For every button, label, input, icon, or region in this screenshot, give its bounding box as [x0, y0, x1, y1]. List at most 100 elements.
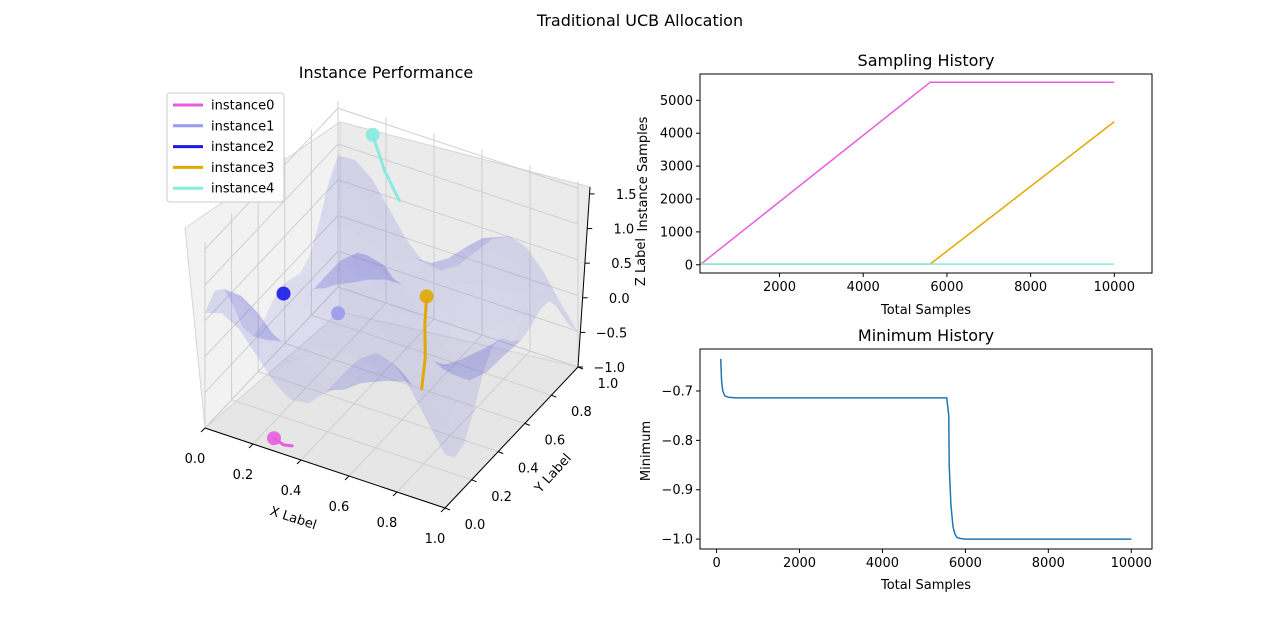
surface-patch [336, 353, 363, 383]
minimum-ylabel: Minimum [639, 421, 654, 481]
surface-patch [328, 155, 356, 185]
surface-patch [279, 297, 306, 328]
y-tick-label-2-0: −0.7 [661, 384, 693, 399]
surface-patch [458, 348, 485, 361]
surface-patch [401, 289, 428, 324]
surface-patch [427, 308, 455, 348]
surface-patch [334, 375, 362, 390]
surface-patch [302, 346, 329, 373]
x-tick-label-2-4: 8000 [1032, 556, 1065, 571]
surface-patch [370, 219, 398, 256]
surface-patch [441, 360, 468, 367]
surface-patch [330, 252, 358, 283]
surface-patch [486, 341, 514, 373]
surface-patch [241, 295, 268, 329]
surface-patch [284, 344, 312, 361]
surface-patch [385, 361, 413, 386]
surface-patch [382, 283, 409, 319]
surface-patch [534, 270, 561, 304]
z-axis-line [577, 186, 591, 368]
y3d-tick-label-4: 0.8 [571, 405, 592, 420]
marker-instance0 [267, 431, 281, 446]
surface-patch [416, 343, 443, 369]
x3d-tick-label-3: 0.6 [329, 500, 350, 515]
surface-patch [446, 403, 474, 445]
surface-patch [385, 275, 413, 285]
floor-grid-y-3 [284, 342, 525, 424]
x3d-tick-mark-4 [392, 491, 398, 497]
legend-label-instance1: instance1 [211, 119, 274, 134]
surface-patch [321, 273, 348, 317]
y3d-tick-mark-0 [444, 507, 451, 511]
surface-patch [256, 338, 284, 382]
surface-patch [214, 289, 242, 296]
z3d-tick-label-5: 1.5 [616, 188, 637, 203]
trajectory-instance4 [371, 133, 401, 203]
surface-patch [363, 323, 390, 365]
surface-patch [273, 366, 301, 400]
surface-patch [288, 288, 316, 308]
surface-patch [359, 353, 386, 364]
surface-patch [480, 251, 508, 289]
z3d-tick-label-0: −1.0 [593, 361, 625, 376]
surface-patch [298, 288, 325, 295]
x3d-tick-label-0: 0.0 [185, 452, 206, 467]
surface-patch [294, 316, 322, 347]
y-tick-label-1-2: 2000 [660, 192, 693, 207]
surface-patch [250, 315, 278, 342]
floor-grid-x-4 [396, 350, 531, 493]
surface-patch [513, 309, 540, 342]
surface-patch [343, 232, 371, 270]
trajectories-3d [267, 127, 434, 448]
surface-patch [505, 292, 533, 326]
surface-patch [239, 311, 266, 356]
surface-patch [300, 256, 327, 283]
marker-instance3 [419, 289, 434, 304]
x-tick-label-1-2: 6000 [930, 280, 963, 295]
legend-label-instance2: instance2 [211, 140, 274, 155]
y-tick-label-1-3: 3000 [660, 160, 693, 175]
surface-patch [366, 255, 394, 279]
x3d-tick-mark-5 [440, 507, 446, 513]
surface-patch [408, 315, 436, 354]
surface-patch [450, 360, 478, 377]
surface-patch [461, 329, 489, 366]
surface-patch [380, 338, 407, 371]
floor-grid-x-2 [300, 318, 435, 461]
surface-patch [494, 340, 521, 356]
panel-3d: Instance Performance 0.0 0.2 0.4 0.6 0.8 1.0 0… [166, 63, 649, 547]
surface-patch [370, 364, 398, 383]
z3d-tick-label-2: 0.0 [609, 292, 630, 307]
surface-patch [351, 270, 379, 283]
surface-patch [391, 283, 419, 322]
floor-grid-y-2 [258, 371, 499, 453]
surface-patch [410, 389, 438, 429]
y3d-tick-mark-4 [551, 394, 557, 398]
y3d-tick-mark-3 [524, 422, 530, 426]
surface-patch [281, 279, 308, 295]
surface-patch [378, 255, 405, 276]
ticks-3d: 0.00.20.40.60.81.00.00.20.40.60.81.0−1.0… [185, 188, 637, 547]
surface-patch [387, 370, 415, 382]
surface-patch [361, 376, 388, 384]
surface-patch [410, 295, 438, 324]
y3d-tick-label-0: 0.0 [465, 518, 486, 533]
y-tick-label-1-0: 0 [685, 258, 693, 273]
surface-patch [397, 353, 424, 375]
surface-patch [448, 247, 476, 266]
surface-patch [444, 321, 472, 363]
surface-patch [456, 238, 483, 257]
surface-patch [248, 311, 276, 339]
surface-patch [406, 343, 434, 364]
surface-patch [465, 346, 493, 374]
surface-patch [503, 327, 531, 356]
z3d-tick-label-4: 1.0 [614, 223, 635, 238]
x-axis-label-3d: X Label [268, 504, 318, 533]
surface-patch [378, 376, 405, 382]
surface-patch [420, 397, 447, 429]
surface-patch [340, 252, 367, 261]
marker-instance2 [276, 286, 291, 301]
surface-patch [231, 293, 259, 314]
surface-patch [205, 290, 232, 314]
